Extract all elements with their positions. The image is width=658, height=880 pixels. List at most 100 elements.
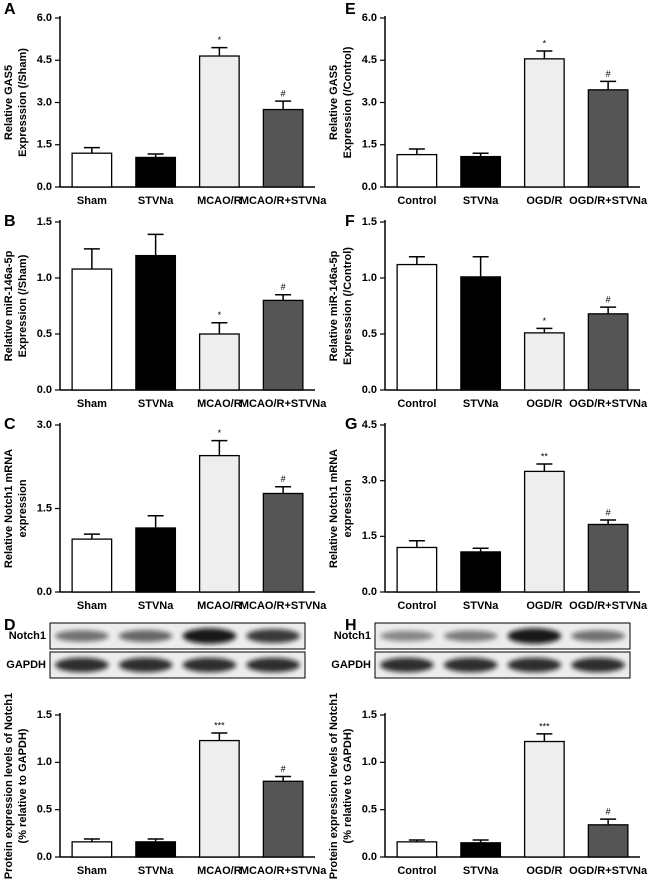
bar — [262, 780, 304, 858]
bar — [396, 546, 438, 593]
blot-band — [246, 657, 300, 673]
y-axis-label: Relative Notch1 mRNA expression — [3, 449, 29, 568]
y-axis-label-line: Relative GAS5 — [3, 65, 15, 140]
y-tick-label: 0.5 — [37, 328, 52, 340]
blot-band — [118, 657, 173, 673]
bar — [198, 739, 240, 858]
y-tick-label: 4.5 — [362, 419, 377, 431]
y-tick-label: 1.5 — [362, 139, 377, 151]
x-tick-label: MCAO/R — [197, 600, 242, 612]
bar — [523, 740, 565, 858]
x-tick-label: STVNa — [463, 195, 499, 207]
y-tick-label: 0.0 — [37, 586, 52, 598]
x-tick-label: STVNa — [138, 195, 174, 207]
panel-letter: C — [4, 416, 16, 433]
panel-letter: F — [345, 213, 355, 230]
blot-band — [118, 630, 173, 642]
y-tick-label: 0.5 — [362, 804, 377, 816]
x-tick-label: Sham — [77, 865, 107, 877]
y-tick-label: 4.5 — [37, 54, 52, 66]
panel-letter: H — [345, 617, 357, 634]
bar — [198, 333, 240, 391]
y-axis-label-line: Relative Notch1 mRNA — [3, 449, 15, 568]
y-tick-label: 3.0 — [362, 96, 377, 108]
y-axis-label-line: Relative miR-146a-5p — [328, 250, 340, 361]
bar — [71, 268, 113, 391]
blot-band — [507, 657, 562, 673]
x-tick-label: OGD/R — [526, 195, 562, 207]
panel-letter: D — [4, 617, 16, 634]
x-tick-label: MCAO/R+STVNa — [240, 195, 327, 207]
y-tick-label: 1.0 — [362, 272, 377, 284]
bar — [460, 551, 502, 593]
bar — [587, 313, 629, 391]
x-tick-label: STVNa — [463, 600, 499, 612]
x-tick-label: Sham — [77, 195, 107, 207]
x-tick-label: MCAO/R — [197, 195, 242, 207]
y-tick-label: 1.5 — [37, 709, 52, 721]
y-axis-label-line: Relative GAS5 — [328, 65, 340, 140]
significance-label: * — [218, 310, 222, 320]
panel-letter: A — [4, 1, 16, 18]
y-axis-label-line: Relative miR-146a-5p — [3, 250, 15, 361]
bar — [262, 299, 304, 391]
y-axis-label: Relative GAS5 Expression (/Control) — [328, 46, 354, 158]
blot-band — [507, 628, 562, 644]
significance-label: ** — [541, 451, 549, 461]
y-axis-label-line: Expression (/Sham) — [17, 254, 29, 357]
y-axis-label: Relative miR-146a-5p Expression (/Sham) — [3, 250, 29, 361]
significance-label: *** — [214, 720, 225, 730]
blot-band — [380, 657, 434, 673]
blot-band — [443, 657, 498, 673]
y-axis-label: Relative GAS5 Expresssion (/Sham) — [3, 48, 29, 157]
y-tick-label: 4.5 — [362, 54, 377, 66]
y-axis-label-line: Expresssion (/Sham) — [17, 48, 29, 157]
bar — [135, 841, 177, 858]
y-tick-label: 6.0 — [362, 12, 377, 24]
significance-label: * — [543, 316, 547, 326]
bar — [71, 538, 113, 593]
y-axis-label-line: expression — [17, 479, 29, 537]
blot-band — [571, 630, 625, 642]
bar — [262, 108, 304, 188]
y-tick-label: 0.0 — [362, 586, 377, 598]
significance-label: * — [218, 428, 222, 438]
bar — [396, 263, 438, 391]
blot-band — [182, 657, 237, 673]
significance-label: # — [281, 474, 286, 484]
y-tick-label: 0.0 — [37, 851, 52, 863]
y-tick-label: 1.5 — [37, 139, 52, 151]
y-axis-label-line: Expresssion (/Control) — [342, 247, 354, 365]
x-tick-label: STVNa — [463, 398, 499, 410]
y-axis-label: Relative Notch1 mRNA expression — [328, 449, 354, 568]
significance-label: # — [281, 282, 286, 292]
y-tick-label: 1.5 — [362, 530, 377, 542]
panel-letter: B — [4, 213, 16, 230]
bar — [71, 841, 113, 858]
y-tick-label: 1.0 — [362, 756, 377, 768]
bar — [198, 55, 240, 188]
y-tick-label: 1.0 — [37, 272, 52, 284]
y-tick-label: 1.5 — [362, 709, 377, 721]
y-tick-label: 0.0 — [362, 851, 377, 863]
blot-band — [55, 630, 109, 642]
bar — [587, 523, 629, 593]
bar — [460, 276, 502, 391]
significance-label: # — [606, 507, 611, 517]
x-tick-label: MCAO/R — [197, 398, 242, 410]
x-tick-label: Control — [397, 195, 436, 207]
blot-band — [443, 630, 498, 642]
significance-label: # — [281, 764, 286, 774]
bar — [587, 89, 629, 188]
y-tick-label: 0.5 — [362, 328, 377, 340]
panel-letter: E — [345, 1, 356, 18]
x-tick-label: STVNa — [463, 865, 499, 877]
y-axis-label-line: Protein expression levels of Notch1 — [3, 693, 15, 879]
bar — [135, 254, 177, 391]
bar — [135, 156, 177, 188]
blot-band — [182, 628, 237, 644]
panel-letter: G — [345, 416, 357, 433]
x-tick-label: OGD/R+STVNa — [569, 600, 648, 612]
y-tick-label: 0.0 — [362, 384, 377, 396]
bar — [198, 454, 240, 593]
